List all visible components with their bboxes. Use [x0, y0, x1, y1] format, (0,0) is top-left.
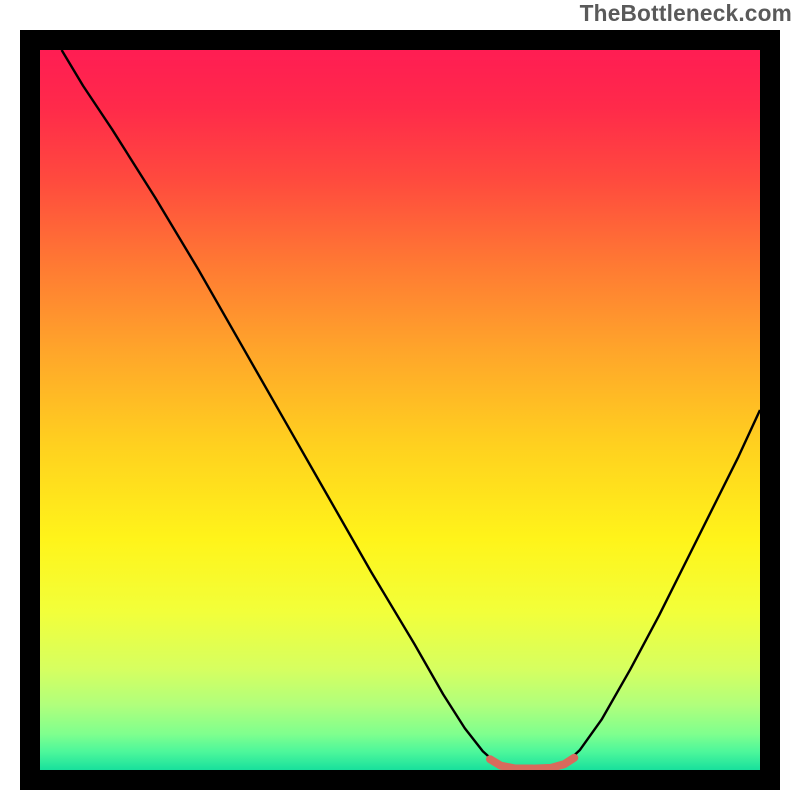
chart-canvas: TheBottleneck.com [0, 0, 800, 800]
chart-background [40, 50, 760, 770]
bottleneck-chart [0, 0, 800, 800]
